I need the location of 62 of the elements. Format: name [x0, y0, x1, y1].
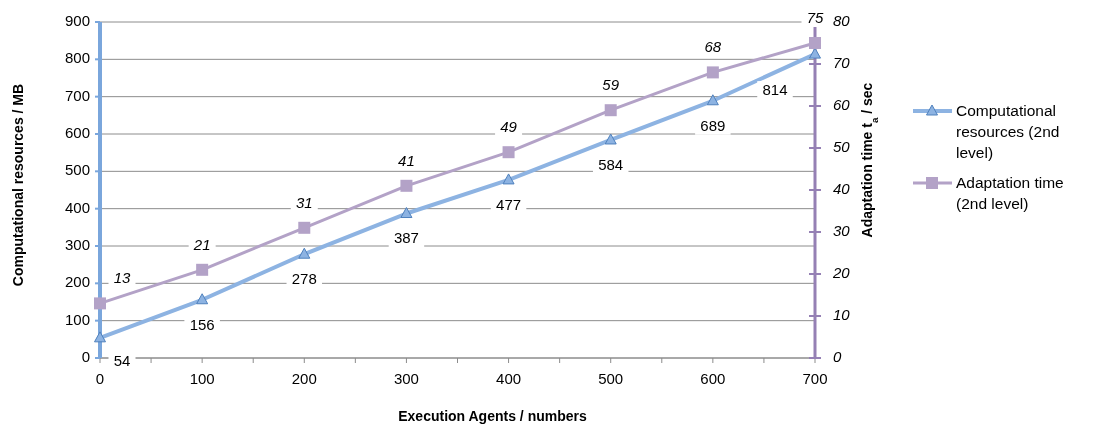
- point: [400, 179, 413, 192]
- y2-tick-label: 80: [833, 11, 851, 29]
- point: [604, 104, 617, 117]
- x-tick-label: 300: [393, 370, 419, 387]
- y2-tick-label: 50: [833, 137, 851, 155]
- point: [298, 247, 311, 259]
- point: [94, 331, 106, 343]
- point: [298, 221, 311, 234]
- data-label: 814: [762, 81, 788, 99]
- data-label: 68: [704, 38, 722, 56]
- y-tick-label: 400: [64, 198, 90, 216]
- y-tick-label: 200: [64, 273, 90, 291]
- data-label: 13: [113, 269, 131, 287]
- data-label: 31: [295, 193, 313, 211]
- legend-label: Adaptation time (2nd level): [956, 174, 1064, 212]
- x-tick-label: 200: [291, 370, 317, 387]
- point: [706, 66, 719, 79]
- data-label: 387: [393, 229, 419, 247]
- point: [400, 207, 413, 219]
- data-label: 584: [598, 155, 624, 173]
- y-tick-label: 800: [64, 49, 90, 67]
- y2-tick-label: 0: [833, 347, 842, 365]
- x-tick-label: 400: [496, 370, 522, 387]
- y-tick-label: 600: [64, 123, 90, 141]
- point: [706, 94, 719, 106]
- y-tick-label: 700: [64, 86, 90, 104]
- y-tick-label: 100: [64, 310, 90, 328]
- data-label: 156: [189, 315, 215, 333]
- y-tick-label: 900: [64, 11, 90, 29]
- data-label: 21: [192, 235, 211, 253]
- point: [502, 173, 515, 185]
- y-axis-title: Computational resources / MB: [10, 83, 26, 287]
- point: [196, 263, 209, 276]
- y-tick-label: 300: [64, 235, 90, 253]
- x-tick-label: 0: [95, 370, 105, 387]
- legend-label: Computational resources (2nd level): [956, 102, 1060, 161]
- x-tick-label: 600: [700, 370, 726, 387]
- point: [196, 293, 209, 305]
- y2-tick-label: 10: [833, 305, 851, 323]
- point: [502, 146, 515, 159]
- data-label: 41: [398, 151, 415, 169]
- y2-tick-label: 40: [833, 179, 851, 197]
- x-tick-label: 500: [598, 370, 624, 387]
- point: [94, 297, 106, 310]
- x-axis-title: Execution Agents / numbers: [398, 408, 587, 424]
- x-tick-label: 700: [802, 370, 828, 387]
- y2-tick-label: 20: [832, 263, 851, 281]
- x-tick-label: 100: [189, 370, 215, 387]
- data-label: 59: [602, 76, 620, 94]
- y2-tick-label: 70: [833, 53, 851, 71]
- y-tick-label: 500: [64, 161, 90, 179]
- data-label: 477: [496, 195, 522, 213]
- data-label: 54: [113, 351, 131, 369]
- point: [809, 37, 821, 49]
- y-tick-label: 0: [81, 347, 90, 365]
- data-label: 278: [291, 270, 317, 288]
- point: [604, 133, 617, 145]
- y2-tick-label: 60: [833, 95, 851, 113]
- data-label: 49: [500, 118, 518, 136]
- data-label: 689: [700, 116, 726, 134]
- y2-tick-label: 30: [833, 221, 851, 239]
- data-label: 75: [806, 8, 824, 26]
